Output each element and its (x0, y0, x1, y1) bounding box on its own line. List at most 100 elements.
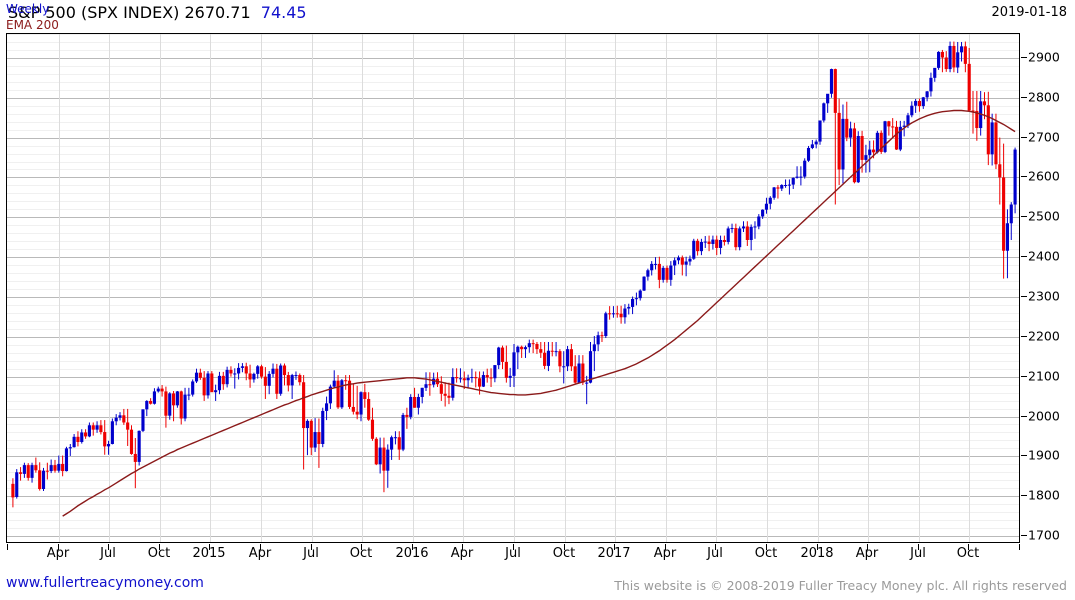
gridline-minor (7, 305, 1019, 306)
x-axis-label: 2016 (395, 546, 429, 561)
gridline-vertical (868, 34, 869, 542)
y-axis-tick (1021, 535, 1027, 536)
gridline-minor (7, 480, 1019, 481)
x-axis-tick (159, 544, 160, 550)
gridline-minor (7, 201, 1019, 202)
y-axis-tick (1021, 296, 1027, 297)
x-axis-label: Jul (303, 546, 319, 561)
x-axis-tick (513, 544, 514, 550)
gridline-minor (7, 409, 1019, 410)
y-axis-label: 2100 (1028, 368, 1060, 384)
x-axis-tick (665, 544, 666, 550)
x-axis-tick (361, 544, 362, 550)
gridline-minor (7, 313, 1019, 314)
x-axis-tick (108, 544, 109, 550)
y-axis-label: 1800 (1028, 487, 1060, 503)
gridline-minor (7, 504, 1019, 505)
x-axis-label: Jul (707, 546, 723, 561)
gridline-vertical (261, 34, 262, 542)
gridline-minor (7, 185, 1019, 186)
gridline-vertical (514, 34, 515, 542)
gridline-minor (7, 273, 1019, 274)
chart-header: S&P 500 (SPX INDEX) 2670.71 74.45 2019-0… (0, 0, 1075, 28)
x-axis-label: 2017 (597, 546, 631, 561)
x-axis-tick (867, 544, 868, 550)
x-axis-tick (412, 544, 413, 550)
gridline-minor (7, 512, 1019, 513)
gridline-minor (7, 225, 1019, 226)
gridline-minor (7, 34, 1019, 35)
gridline-vertical (463, 34, 464, 542)
gridline-minor (7, 82, 1019, 83)
gridline-minor (7, 162, 1019, 163)
gridline-minor (7, 265, 1019, 266)
gridline-minor (7, 345, 1019, 346)
x-axis-tick (311, 544, 312, 550)
x-axis-label: 2015 (192, 546, 226, 561)
x-axis-tick (564, 544, 565, 550)
gridline-minor (7, 385, 1019, 386)
gridline-minor (7, 146, 1019, 147)
gridline-minor (7, 289, 1019, 290)
y-axis-tick (1021, 57, 1027, 58)
as-of-date: 2019-01-18 (991, 5, 1067, 20)
gridline-minor (7, 401, 1019, 402)
gridline-major (7, 177, 1019, 178)
gridline-major (7, 417, 1019, 418)
gridline-major (7, 217, 1019, 218)
y-axis-tick (1021, 137, 1027, 138)
x-axis-tick (7, 544, 8, 550)
gridline-major (7, 496, 1019, 497)
chart-plot-area[interactable] (6, 33, 1020, 543)
y-axis-tick (1021, 256, 1027, 257)
x-axis-label: Apr (46, 546, 70, 561)
gridline-major (7, 297, 1019, 298)
y-axis-label: 1900 (1028, 447, 1060, 463)
gridline-major (7, 257, 1019, 258)
x-axis-tick (462, 544, 463, 550)
gridline-vertical (919, 34, 920, 542)
y-axis-label: 2800 (1028, 89, 1060, 105)
y-axis-label: 2500 (1028, 208, 1060, 224)
gridline-major (7, 337, 1019, 338)
gridline-minor (7, 66, 1019, 67)
gridline-minor (7, 329, 1019, 330)
gridline-minor (7, 241, 1019, 242)
gridline-major (7, 98, 1019, 99)
candlestick-series (11, 41, 1017, 508)
gridline-minor (7, 528, 1019, 529)
gridline-vertical (210, 34, 211, 542)
x-axis-tick (715, 544, 716, 550)
site-url[interactable]: www.fullertreacymoney.com (6, 575, 204, 591)
y-axis-label: 1700 (1028, 527, 1060, 543)
y-axis-label: 2700 (1028, 129, 1060, 145)
candlestick-svg (11, 41, 1017, 517)
x-axis-label: Apr (653, 546, 677, 561)
x-axis-label: 2018 (800, 546, 834, 561)
y-axis-label: 2000 (1028, 408, 1060, 424)
legend-overlay-ema200: EMA 200 (6, 18, 59, 32)
y-axis-tick (1021, 336, 1027, 337)
y-axis-tick (1021, 495, 1027, 496)
x-axis-label: Jul (910, 546, 926, 561)
x-axis-label: Apr (248, 546, 272, 561)
y-axis-tick (1021, 455, 1027, 456)
x-axis-label: Oct (147, 546, 171, 561)
gridline-major (7, 456, 1019, 457)
gridline-vertical (969, 34, 970, 542)
gridline-minor (7, 209, 1019, 210)
x-axis-tick (260, 544, 261, 550)
x-axis-label: Jul (505, 546, 521, 561)
x-axis-tick (1019, 544, 1020, 550)
gridline-minor (7, 448, 1019, 449)
gridline-minor (7, 520, 1019, 521)
y-axis-tick (1021, 416, 1027, 417)
gridline-minor (7, 424, 1019, 425)
gridline-minor (7, 464, 1019, 465)
gridline-major (7, 377, 1019, 378)
gridline-minor (7, 233, 1019, 234)
y-axis-label: 2600 (1028, 168, 1060, 184)
x-axis-label: Oct (956, 546, 980, 561)
x-axis-tick (968, 544, 969, 550)
